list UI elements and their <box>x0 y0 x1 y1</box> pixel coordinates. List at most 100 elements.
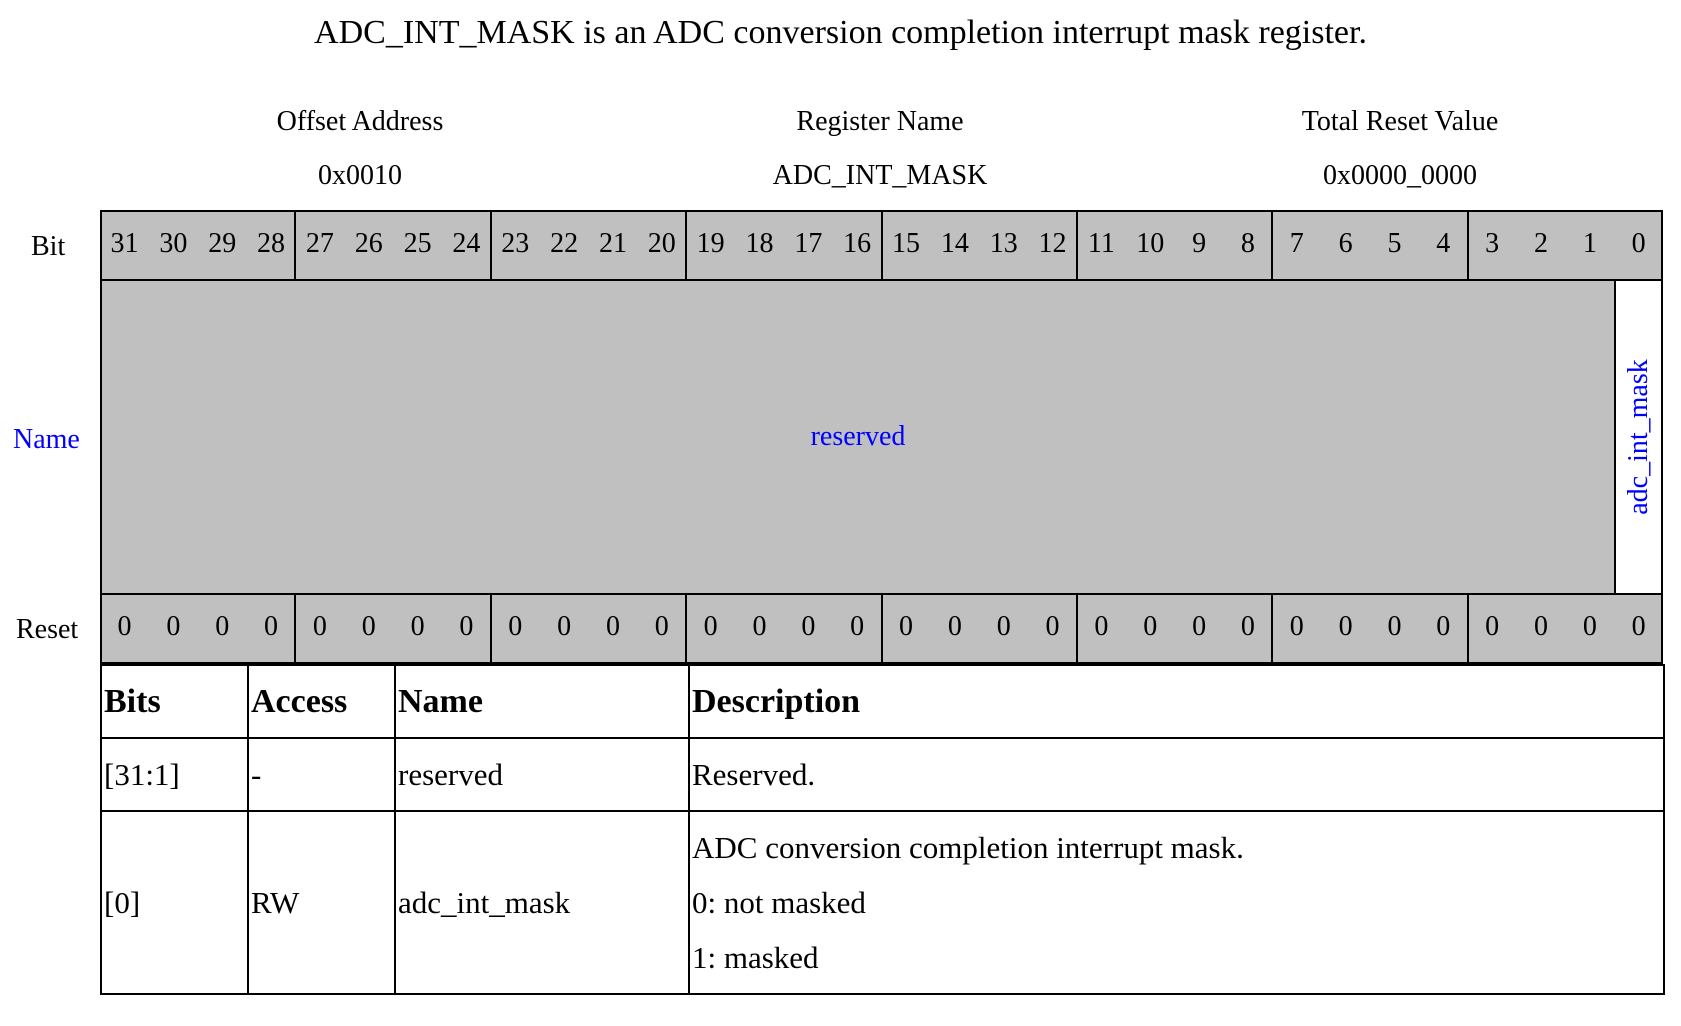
bit-cell: 20 <box>647 228 676 259</box>
bit-cell: 22 <box>550 228 579 259</box>
reset-cell: 0 <box>361 611 376 642</box>
reset-cell: 0 <box>1436 611 1451 642</box>
column-header-access: Access <box>247 664 396 739</box>
reset-cell: 0 <box>752 611 767 642</box>
table-row: [0] RW adc_int_mask ADC conversion compl… <box>100 810 1665 995</box>
bit-cell: 13 <box>989 228 1018 259</box>
nibble-divider <box>1466 595 1469 662</box>
row-name: adc_int_mask <box>394 810 690 995</box>
reset-cell: 0 <box>215 611 230 642</box>
reset-cell: 0 <box>1338 611 1353 642</box>
bit-cell: 26 <box>354 228 383 259</box>
bit-cell: 1 <box>1582 228 1597 259</box>
nibble-divider <box>1661 212 1663 279</box>
reserved-field-label: reserved <box>810 421 906 452</box>
row-description: Reserved. <box>688 737 1665 812</box>
reset-cell: 0 <box>459 611 474 642</box>
total-reset-value: 0x0000_0000 <box>1323 160 1477 191</box>
reset-cell: 0 <box>801 611 816 642</box>
reset-cell: 0 <box>557 611 572 642</box>
bit-cell: 25 <box>403 228 432 259</box>
row-name: reserved <box>394 737 690 812</box>
reset-cell: 0 <box>1192 611 1207 642</box>
bit-cell: 8 <box>1240 228 1255 259</box>
reserved-field: reserved <box>100 281 1614 593</box>
nibble-divider <box>100 595 102 662</box>
reset-cell: 0 <box>1143 611 1158 642</box>
reset-cell: 0 <box>947 611 962 642</box>
bit-cell: 27 <box>305 228 334 259</box>
bit-number-row: 31 30 29 28 27 26 25 24 23 22 21 20 19 18 17 16 15 14 13 12… <box>100 210 1663 281</box>
reset-cell: 0 <box>1582 611 1597 642</box>
column-header-name: Name <box>394 664 690 739</box>
bit-cell: 15 <box>892 228 920 259</box>
reset-cell: 0 <box>605 611 620 642</box>
bit-cell: 28 <box>257 228 286 259</box>
register-name-label: Register Name <box>796 106 964 137</box>
bit-cell: 18 <box>745 228 774 259</box>
reset-cell: 0 <box>899 611 913 642</box>
reset-cell: 0 <box>703 611 718 642</box>
bit-cell: 6 <box>1338 228 1353 259</box>
nibble-divider <box>294 212 297 279</box>
register-title: ADC_INT_MASK is an ADC conversion comple… <box>314 14 1367 51</box>
reset-cell: 0 <box>996 611 1011 642</box>
reset-cell: 0 <box>1485 611 1500 642</box>
total-reset-label: Total Reset Value <box>1301 106 1499 137</box>
reset-cell: 0 <box>166 611 181 642</box>
description-line: 0: not masked <box>692 885 866 920</box>
reset-cell: 0 <box>1289 611 1304 642</box>
nibble-divider <box>489 595 492 662</box>
nibble-divider <box>1271 595 1274 662</box>
bit-cell: 2 <box>1533 228 1548 259</box>
bit-cell: 17 <box>794 228 823 259</box>
reset-cell: 0 <box>1631 611 1646 642</box>
row-bits: [0] <box>100 810 249 995</box>
description-line: ADC conversion completion interrupt mask… <box>692 830 1244 865</box>
table-row: [31:1] - reserved Reserved. <box>100 737 1665 812</box>
bit-cell: 4 <box>1436 228 1451 259</box>
nibble-divider <box>685 595 688 662</box>
table-header-row: Bits Access Name Description <box>100 664 1665 739</box>
offset-address-label: Offset Address <box>276 106 444 137</box>
column-header-bits: Bits <box>100 664 249 739</box>
nibble-divider <box>1271 212 1274 279</box>
row-description: ADC conversion completion interrupt mask… <box>688 810 1665 995</box>
bit-cell: 23 <box>501 228 530 259</box>
reset-cell: 0 <box>1240 611 1255 642</box>
reset-cell: 0 <box>1533 611 1548 642</box>
column-header-description: Description <box>688 664 1665 739</box>
bit-cell: 12 <box>1038 228 1067 259</box>
bit-row-label: Bit <box>31 231 66 262</box>
bit-cell: 7 <box>1289 228 1304 259</box>
bit-cell: 9 <box>1192 228 1207 259</box>
description-line: 1: masked <box>692 940 819 975</box>
row-bits: [31:1] <box>100 737 249 812</box>
reset-cell: 0 <box>264 611 279 642</box>
nibble-divider <box>489 212 492 279</box>
bit-cell: 31 <box>110 228 139 259</box>
bit-cell: 21 <box>598 228 627 259</box>
bit-cell: 0 <box>1631 228 1646 259</box>
nibble-divider <box>1466 212 1469 279</box>
reset-cell: 0 <box>312 611 327 642</box>
bit-cell: 30 <box>159 228 188 259</box>
reset-cell: 0 <box>654 611 669 642</box>
reset-cell: 0 <box>410 611 425 642</box>
bit-cell: 19 <box>696 228 725 259</box>
bit-cell: 24 <box>452 228 481 259</box>
reset-cell: 0 <box>117 611 132 642</box>
bit-cell: 3 <box>1485 228 1500 259</box>
offset-address-value: 0x0010 <box>318 160 402 191</box>
adc-int-mask-field: adc_int_mask <box>1614 281 1663 593</box>
bit-cell: 14 <box>940 228 969 259</box>
reset-cell: 0 <box>850 611 865 642</box>
row-access: - <box>247 737 396 812</box>
reset-cell: 0 <box>508 611 523 642</box>
reset-cell: 0 <box>1387 611 1402 642</box>
row-access: RW <box>247 810 396 995</box>
bit-cell: 16 <box>843 228 872 259</box>
nibble-divider <box>100 212 102 279</box>
nibble-divider <box>880 595 883 662</box>
name-row-label: Name <box>13 424 80 455</box>
